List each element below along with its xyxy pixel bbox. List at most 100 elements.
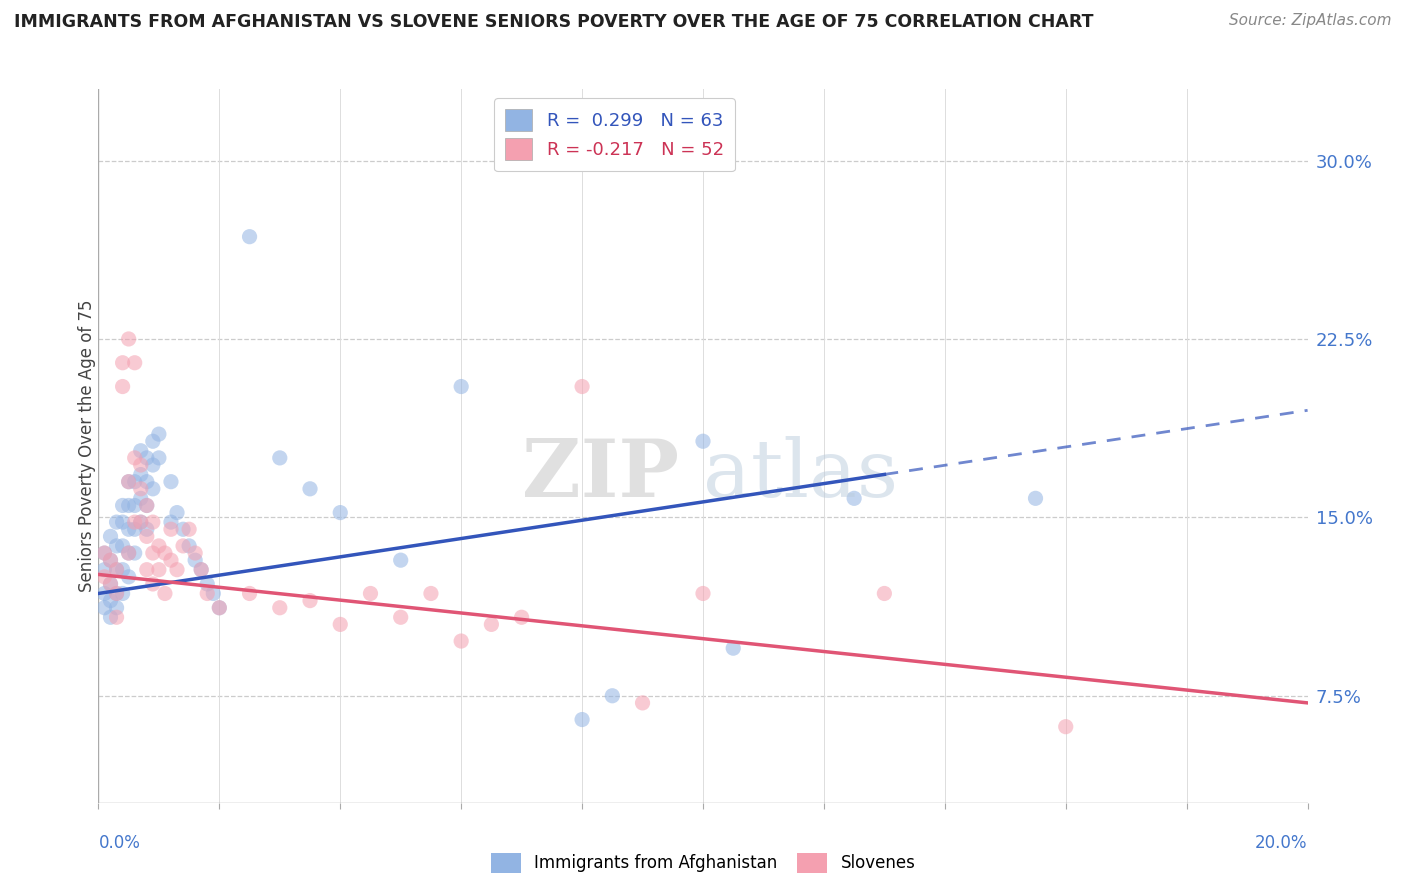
Point xyxy=(208,600,231,615)
Point xyxy=(118,499,141,513)
Point xyxy=(118,332,141,346)
Legend: Immigrants from Afghanistan, Slovenes: Immigrants from Afghanistan, Slovenes xyxy=(484,847,922,880)
Point xyxy=(129,482,152,496)
Point xyxy=(105,539,128,553)
Point xyxy=(571,713,593,727)
Point xyxy=(100,577,122,591)
Point xyxy=(153,586,176,600)
Point xyxy=(135,563,157,577)
Point xyxy=(420,586,443,600)
Point xyxy=(135,529,157,543)
Point xyxy=(105,515,128,529)
Point xyxy=(105,586,128,600)
Point xyxy=(105,563,128,577)
Point xyxy=(160,553,183,567)
Point xyxy=(239,229,262,244)
Point xyxy=(179,522,201,536)
Point xyxy=(124,499,146,513)
Point xyxy=(723,641,745,656)
Point xyxy=(105,610,128,624)
Text: Source: ZipAtlas.com: Source: ZipAtlas.com xyxy=(1229,13,1392,29)
Point xyxy=(135,499,157,513)
Point xyxy=(160,522,183,536)
Point xyxy=(148,539,170,553)
Point xyxy=(184,553,207,567)
Point xyxy=(510,610,533,624)
Point xyxy=(135,475,157,489)
Point xyxy=(124,546,146,560)
Point xyxy=(135,450,157,465)
Point xyxy=(129,467,152,482)
Point xyxy=(269,600,291,615)
Point xyxy=(100,529,122,543)
Point xyxy=(111,563,134,577)
Point xyxy=(166,506,188,520)
Point xyxy=(129,458,152,472)
Point xyxy=(142,546,165,560)
Text: 20.0%: 20.0% xyxy=(1256,834,1308,852)
Legend: R =  0.299   N = 63, R = -0.217   N = 52: R = 0.299 N = 63, R = -0.217 N = 52 xyxy=(495,98,735,171)
Point xyxy=(118,570,141,584)
Point xyxy=(160,475,183,489)
Point xyxy=(481,617,503,632)
Point xyxy=(118,546,141,560)
Point xyxy=(142,577,165,591)
Point xyxy=(142,458,165,472)
Point xyxy=(571,379,593,393)
Point xyxy=(111,499,134,513)
Point xyxy=(105,600,128,615)
Point xyxy=(142,515,165,529)
Point xyxy=(202,586,225,600)
Point xyxy=(190,563,212,577)
Point xyxy=(93,546,115,560)
Text: atlas: atlas xyxy=(703,435,898,514)
Point xyxy=(208,600,231,615)
Point xyxy=(602,689,624,703)
Point xyxy=(692,586,714,600)
Point xyxy=(129,443,152,458)
Point xyxy=(360,586,382,600)
Point xyxy=(135,499,157,513)
Point xyxy=(118,475,141,489)
Point xyxy=(329,506,352,520)
Point xyxy=(93,586,115,600)
Point xyxy=(100,577,122,591)
Point xyxy=(844,491,866,506)
Point xyxy=(93,600,115,615)
Point xyxy=(142,434,165,449)
Point xyxy=(195,586,218,600)
Point xyxy=(389,610,412,624)
Point xyxy=(124,475,146,489)
Point xyxy=(100,553,122,567)
Point xyxy=(450,379,472,393)
Point xyxy=(190,563,212,577)
Y-axis label: Seniors Poverty Over the Age of 75: Seniors Poverty Over the Age of 75 xyxy=(79,300,96,592)
Point xyxy=(692,434,714,449)
Text: 0.0%: 0.0% xyxy=(98,834,141,852)
Point xyxy=(160,515,183,529)
Point xyxy=(239,586,262,600)
Point xyxy=(129,491,152,506)
Point xyxy=(105,563,128,577)
Point xyxy=(111,515,134,529)
Point xyxy=(111,586,134,600)
Point xyxy=(873,586,896,600)
Point xyxy=(299,482,322,496)
Point xyxy=(142,482,165,496)
Point xyxy=(184,546,207,560)
Point xyxy=(124,515,146,529)
Text: IMMIGRANTS FROM AFGHANISTAN VS SLOVENE SENIORS POVERTY OVER THE AGE OF 75 CORREL: IMMIGRANTS FROM AFGHANISTAN VS SLOVENE S… xyxy=(14,13,1094,31)
Point xyxy=(129,515,152,529)
Point xyxy=(389,553,412,567)
Point xyxy=(111,379,134,393)
Point xyxy=(111,356,134,370)
Point xyxy=(148,427,170,442)
Point xyxy=(100,593,122,607)
Point xyxy=(631,696,654,710)
Point xyxy=(93,563,115,577)
Point xyxy=(100,553,122,567)
Point xyxy=(135,522,157,536)
Point xyxy=(93,570,115,584)
Point xyxy=(179,539,201,553)
Point xyxy=(195,577,218,591)
